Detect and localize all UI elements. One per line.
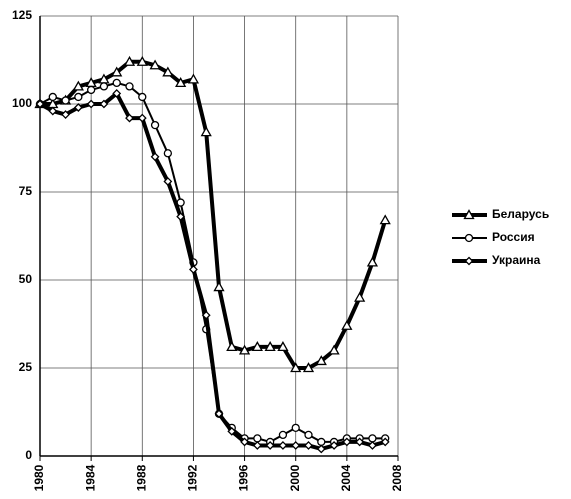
point: [99, 99, 109, 109]
x-tick-label: 1996: [237, 464, 251, 491]
legend-label: Беларусь: [492, 207, 549, 221]
point: [290, 362, 302, 373]
point: [265, 441, 275, 450]
point: [125, 113, 134, 123]
point: [123, 55, 136, 66]
point: [329, 441, 339, 450]
point: [189, 265, 198, 274]
point: [213, 281, 225, 292]
point: [253, 434, 262, 443]
point: [138, 92, 147, 102]
legend-marker: [464, 256, 474, 266]
point: [150, 120, 160, 130]
point: [226, 341, 238, 352]
y-tick-label: 25: [19, 360, 33, 374]
point: [251, 341, 263, 352]
series-line: [39, 91, 386, 451]
point: [176, 212, 186, 222]
point: [99, 82, 109, 91]
point: [291, 423, 300, 432]
point: [111, 66, 123, 77]
point: [354, 291, 366, 302]
point: [278, 441, 288, 450]
point: [73, 103, 83, 112]
point: [368, 434, 377, 443]
x-tick-label: 2008: [390, 464, 404, 491]
point: [201, 310, 211, 320]
legend-marker: [463, 209, 475, 220]
point: [304, 441, 313, 450]
point: [240, 437, 249, 447]
point: [252, 441, 262, 450]
point: [341, 319, 353, 330]
point: [342, 437, 352, 447]
x-tick-label: 1992: [186, 464, 200, 491]
y-tick-label: 75: [19, 184, 33, 198]
series-line: [40, 59, 388, 370]
point: [277, 341, 289, 352]
point: [328, 344, 340, 355]
y-tick-label: 125: [12, 8, 32, 22]
point: [316, 444, 326, 454]
point: [368, 441, 377, 450]
y-tick-label: 50: [19, 272, 33, 286]
x-tick-label: 2004: [339, 464, 353, 491]
point: [317, 437, 326, 447]
point: [238, 344, 251, 355]
y-tick-label: 100: [12, 96, 32, 110]
point: [86, 85, 96, 95]
legend-label: Россия: [492, 230, 535, 244]
point: [366, 256, 379, 267]
point: [112, 78, 121, 88]
point: [315, 355, 327, 366]
point: [187, 73, 200, 84]
x-tick-label: 1988: [134, 464, 148, 491]
point: [61, 96, 70, 105]
point: [48, 106, 58, 116]
legend-label: Украина: [492, 253, 541, 267]
point: [175, 77, 187, 88]
point: [380, 437, 390, 447]
point: [291, 441, 301, 450]
point: [137, 113, 147, 123]
point: [136, 55, 148, 66]
point: [74, 92, 83, 102]
point: [48, 92, 57, 102]
x-tick-label: 2000: [288, 464, 302, 491]
point: [302, 362, 315, 373]
y-tick-label: 0: [25, 448, 32, 462]
x-tick-label: 1984: [83, 464, 97, 491]
legend-marker: [464, 233, 474, 243]
point: [150, 152, 160, 162]
point: [264, 341, 276, 352]
point: [162, 66, 174, 77]
point: [278, 430, 288, 440]
point: [163, 177, 173, 186]
series-line: [39, 81, 386, 443]
point: [72, 80, 84, 91]
point: [61, 110, 70, 119]
point: [149, 59, 161, 70]
point: [355, 437, 365, 447]
point: [379, 214, 391, 225]
point: [214, 409, 224, 419]
point: [112, 89, 122, 98]
point: [163, 149, 173, 158]
point: [125, 82, 134, 91]
x-tick-label: 1980: [32, 464, 46, 491]
point: [35, 99, 45, 109]
point: [304, 430, 313, 440]
point: [200, 126, 212, 137]
point: [227, 426, 237, 436]
point: [86, 99, 96, 109]
